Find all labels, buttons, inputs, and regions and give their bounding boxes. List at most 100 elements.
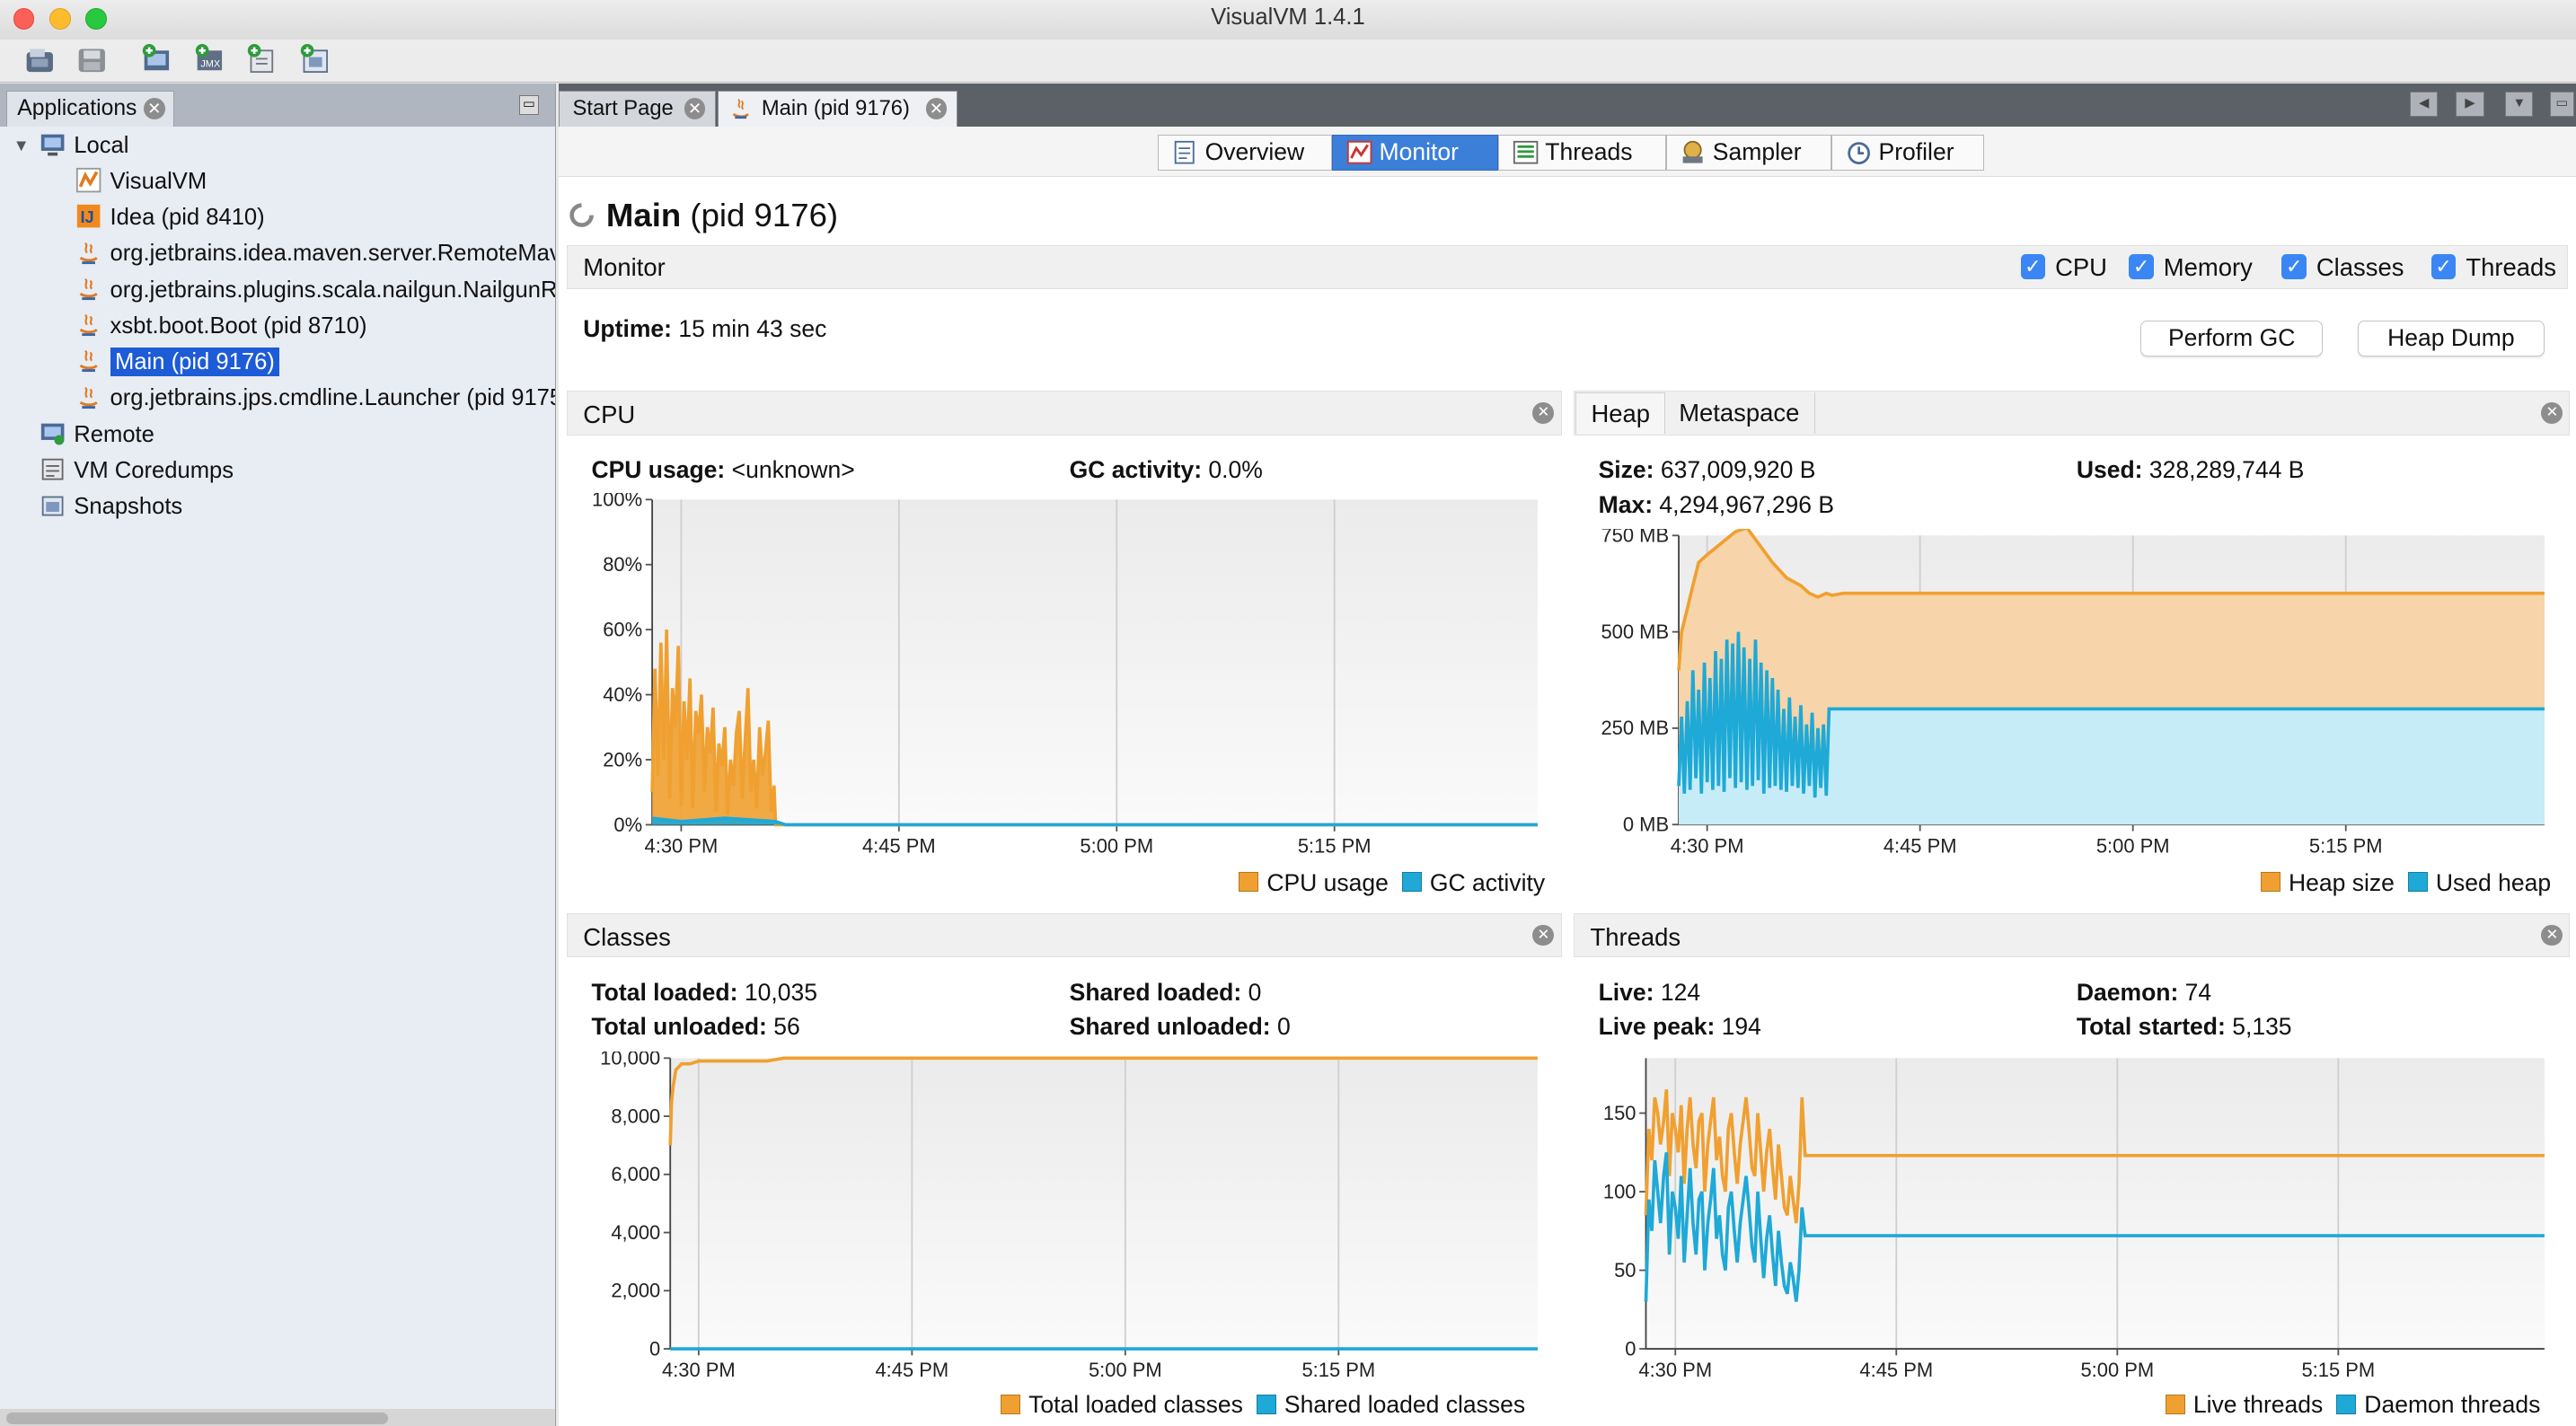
close-icon[interactable]: ✕ [2541, 402, 2563, 424]
tree-item[interactable]: Remote [40, 418, 154, 452]
view-button-threads[interactable]: Threads [1498, 134, 1666, 172]
busy-spinner-icon [569, 203, 594, 227]
y-tick-label: 6,000 [611, 1163, 660, 1185]
total-loaded-label: Total loaded: [591, 979, 738, 1007]
close-icon[interactable]: ✕ [1532, 402, 1555, 424]
heap-size-stat: Size: 637,009,920 B [1599, 456, 1816, 484]
x-tick-label: 4:30 PM [1671, 834, 1744, 857]
tree-item[interactable]: Snapshots [40, 489, 182, 524]
gc-activity-value: 0.0% [1208, 456, 1263, 484]
shared-unloaded-stat: Shared unloaded: 0 [1070, 1013, 1291, 1041]
tab-main-pid[interactable]: Main (pid 9176) ✕ [718, 90, 958, 127]
view-button-sampler[interactable]: Sampler [1665, 134, 1832, 172]
add-jmx-icon[interactable] [141, 44, 174, 75]
threads-legend: Live threads Daemon threads [2165, 1391, 2540, 1419]
heap-chart: 0 MB 250 MB 500 MB 750 MB 4:30 PM 4:45 PM 5:00… [1601, 528, 2545, 857]
threads-panel-title: Threads [1590, 922, 1681, 951]
heap-used-label: Used: [2076, 456, 2143, 484]
tab-list-dropdown-icon[interactable]: ▼ [2505, 92, 2534, 118]
add-snapshot-icon[interactable] [299, 44, 332, 75]
tree-item[interactable]: xsbt.boot.Boot (pid 8710) [75, 309, 367, 343]
tab-heap[interactable]: Heap [1575, 392, 1666, 434]
heap-dump-button[interactable]: Heap Dump [2357, 320, 2545, 356]
tree-item[interactable]: IJ Idea (pid 8410) [75, 200, 265, 234]
java-icon [79, 386, 98, 409]
java-icon [79, 242, 98, 264]
add-coredump-icon[interactable] [246, 44, 279, 75]
close-icon[interactable]: ✕ [143, 97, 165, 119]
total-started-label: Total started: [2076, 1013, 2226, 1041]
heap-panel-header [1574, 391, 2570, 436]
live-peak-label: Live peak: [1598, 1013, 1716, 1041]
tree-item-label: VisualVM [110, 168, 207, 194]
uptime-label: Uptime: [583, 315, 672, 343]
open-icon[interactable] [23, 44, 57, 75]
checkbox-memory[interactable]: Memory [2129, 254, 2253, 281]
heap-max-stat: Max: 4,294,967,296 B [1599, 491, 1834, 519]
x-tick-label: 4:30 PM [645, 834, 719, 857]
applications-tab[interactable]: Applications ✕ [6, 90, 174, 127]
tree-item[interactable]: Main (pid 9176) [75, 345, 280, 379]
tree-item[interactable]: Local [40, 128, 128, 163]
view-button-label: Overview [1204, 137, 1305, 165]
y-tick-label: 4,000 [611, 1220, 660, 1243]
cpu-chart: 0% 20% 40% 60% 80% 100% 4:30 PM 4:45 PM 5:00 PM 5… [592, 493, 1538, 857]
y-tick-label: 150 [1603, 1101, 1636, 1123]
x-tick-label: 5:00 PM [1080, 834, 1153, 857]
svg-text:JMX: JMX [200, 59, 221, 70]
close-icon[interactable]: ✕ [925, 97, 948, 119]
expand-triangle-icon[interactable]: ▼ [13, 135, 30, 154]
gc-activity-stat: GC activity: 0.0% [1070, 456, 1263, 484]
visualvm-icon [76, 168, 101, 193]
sampler-icon [1682, 141, 1703, 164]
live-label: Live: [1598, 979, 1654, 1007]
view-button-profiler[interactable]: Profiler [1831, 134, 1985, 172]
minimize-panel-icon[interactable]: ▭ [518, 95, 540, 116]
tree-item[interactable]: org.jetbrains.idea.maven.server.RemoteMa… [75, 236, 555, 270]
view-button-monitor[interactable]: Monitor [1332, 134, 1499, 172]
tree-item[interactable]: VM Coredumps [40, 453, 234, 488]
close-icon[interactable]: ✕ [1532, 924, 1555, 946]
series-line-0 [1677, 528, 2545, 671]
maximize-icon[interactable]: ▭ [2549, 92, 2575, 118]
tab-metaspace[interactable]: Metaspace [1664, 392, 1815, 434]
zoom-window-icon[interactable] [85, 8, 107, 30]
tree-item[interactable]: org.jetbrains.plugins.scala.nailgun.Nail… [75, 273, 555, 307]
page-title-main: Main [605, 197, 682, 234]
checkbox-cpu[interactable]: CPU [2020, 254, 2107, 281]
minimize-window-icon[interactable] [49, 8, 71, 30]
view-button-overview[interactable]: Overview [1158, 134, 1333, 172]
series-line-1 [1677, 631, 2545, 798]
threads-chart: 0 50 100 150 4:30 PM 4:45 PM 5:00 PM 5:15 PM [1603, 1057, 2545, 1381]
scroll-tabs-right-icon[interactable]: ▶ [2456, 92, 2484, 118]
series-line-0 [650, 629, 1538, 826]
java-icon [79, 350, 98, 373]
shared-unloaded-label: Shared unloaded: [1069, 1013, 1271, 1041]
x-tick-label: 4:45 PM [862, 834, 936, 857]
scroll-tabs-left-icon[interactable]: ◀ [2410, 92, 2439, 118]
scrollbar-thumb[interactable] [6, 1412, 388, 1424]
close-icon[interactable]: ✕ [2541, 924, 2563, 946]
java-icon [79, 277, 98, 300]
y-tick-label: 20% [603, 748, 642, 770]
close-window-icon[interactable] [13, 8, 35, 30]
checkbox-threads[interactable]: Threads [2430, 254, 2556, 281]
view-button-label: Profiler [1878, 137, 1954, 165]
close-icon[interactable]: ✕ [684, 97, 706, 119]
legend-shared-loaded: Shared loaded classes [1284, 1391, 1526, 1419]
x-tick-label: 5:00 PM [1089, 1359, 1162, 1381]
horizontal-scrollbar[interactable] [0, 1409, 556, 1426]
add-jstatd-icon[interactable]: JMX [194, 44, 227, 75]
x-tick-label: 4:45 PM [875, 1359, 948, 1381]
save-icon[interactable] [75, 44, 109, 75]
tab-start-page[interactable]: Start Page ✕ [558, 90, 717, 127]
tree-item[interactable]: VisualVM [75, 164, 207, 198]
checkbox-classes[interactable]: Classes [2281, 254, 2404, 281]
perform-gc-button[interactable]: Perform GC [2140, 320, 2324, 356]
view-button-label: Monitor [1379, 137, 1459, 165]
x-tick-label: 4:45 PM [1860, 1359, 1934, 1381]
overview-icon [1174, 141, 1195, 164]
tree-item[interactable]: org.jetbrains.jps.cmdline.Launcher (pid … [75, 381, 555, 415]
heap-max-label: Max: [1598, 490, 1654, 518]
total-started-value: 5,135 [2232, 1013, 2292, 1041]
